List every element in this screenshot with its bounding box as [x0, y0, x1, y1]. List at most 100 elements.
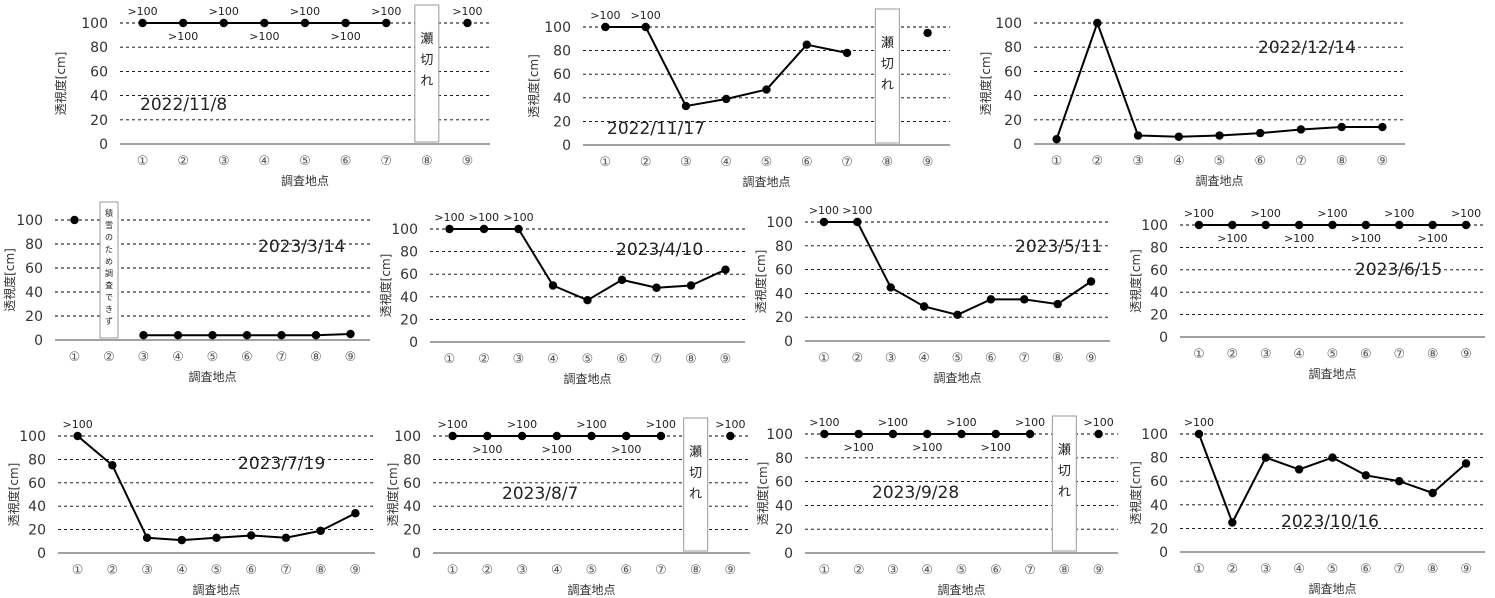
- y-tick-label: 20: [1150, 521, 1168, 537]
- x-tick-label: ⑤: [211, 563, 223, 578]
- x-tick-label: ⑨: [725, 563, 737, 578]
- data-point: [1461, 459, 1471, 468]
- x-tick-label: ⑤: [586, 563, 598, 578]
- x-tick-label: ⑦: [380, 154, 392, 169]
- y-tick-label: 60: [25, 261, 43, 277]
- x-tick-label: ①: [444, 352, 456, 367]
- y-tick-label: 0: [99, 137, 108, 153]
- data-point: [1020, 295, 1029, 304]
- data-point: [316, 526, 325, 535]
- data-label: >100: [1251, 207, 1281, 220]
- data-point: [721, 265, 730, 274]
- data-label: >100: [1451, 207, 1481, 220]
- y-tick-label: 60: [403, 476, 421, 492]
- data-point: [622, 431, 631, 441]
- x-tick-label: ①: [818, 351, 830, 366]
- y-tick-label: 0: [1159, 330, 1168, 346]
- y-tick-label: 20: [1004, 113, 1022, 129]
- note-text: き: [105, 305, 113, 314]
- y-axis-label: 透視度[cm]: [385, 463, 400, 527]
- y-axis-label: 透視度[cm]: [753, 250, 768, 314]
- y-axis-label: 透視度[cm]: [1128, 249, 1143, 313]
- note-text: 調: [105, 268, 113, 278]
- y-axis-label: 透視度[cm]: [53, 52, 68, 116]
- x-tick-label: ⑧: [690, 563, 702, 578]
- x-tick-label: ①: [819, 563, 831, 578]
- y-tick-label: 60: [1150, 474, 1168, 490]
- data-point: [1328, 453, 1337, 462]
- x-tick-label: ⑧: [685, 352, 697, 367]
- data-point: [1194, 429, 1204, 439]
- data-point: [311, 331, 321, 340]
- note-text: 瀬: [1058, 443, 1071, 458]
- data-point: [281, 533, 291, 542]
- chart-title: 2023/8/7: [502, 484, 578, 504]
- y-tick-label: 100: [394, 429, 421, 445]
- data-label: >100: [981, 441, 1011, 454]
- note-text: れ: [1058, 485, 1071, 500]
- y-axis-label: 透視度[cm]: [526, 54, 541, 118]
- data-point: [1428, 488, 1437, 498]
- x-tick-label: ⑧: [882, 155, 894, 170]
- data-label: >100: [371, 5, 401, 18]
- y-tick-label: 80: [400, 245, 418, 261]
- chart-panel: 0 20 40 60 80 100 ① ② ③ ④ ⑤ ⑥ ⑦ ⑧ ⑨ 調査地点 透視度[cm] 2023/7/1…: [6, 418, 375, 597]
- x-tick-label: ①: [600, 155, 612, 170]
- x-tick-label: ①: [1193, 562, 1205, 577]
- y-tick-label: 60: [1004, 64, 1022, 80]
- data-point: [1228, 220, 1237, 230]
- x-tick-label: ③: [138, 350, 150, 365]
- data-point: [1174, 132, 1183, 141]
- chart-panel: 0 20 40 60 80 100 ① ② ③ ④ ⑤ ⑥ ⑦ ⑧ ⑨ 調査地点 透視度[cm] 瀬切れ 2022/…: [53, 4, 490, 188]
- data-label: >100: [452, 5, 482, 18]
- x-tick-label: ①: [72, 563, 84, 578]
- x-tick-label: ⑦: [280, 563, 292, 578]
- data-point: [552, 431, 561, 441]
- x-tick-label: ②: [1227, 562, 1239, 577]
- data-point: [923, 429, 932, 439]
- x-tick-label: ⑦: [1024, 563, 1036, 578]
- y-tick-label: 60: [28, 476, 46, 492]
- data-label: >100: [842, 204, 872, 217]
- data-point: [986, 295, 996, 304]
- y-tick-label: 80: [775, 451, 793, 467]
- data-point: [1261, 220, 1270, 230]
- x-tick-label: ②: [482, 563, 494, 578]
- data-label: >100: [209, 5, 239, 18]
- data-label: >100: [469, 211, 499, 224]
- x-tick-label: ④: [918, 351, 930, 366]
- data-point: [138, 18, 147, 28]
- data-point: [583, 295, 592, 305]
- chart-title: 2023/9/28: [872, 483, 959, 503]
- data-point: [656, 431, 666, 441]
- data-point: [1428, 220, 1437, 230]
- x-tick-label: ⑦: [655, 563, 667, 578]
- data-point: [1133, 131, 1143, 140]
- data-point: [991, 429, 1000, 439]
- data-point: [177, 535, 186, 545]
- data-label: >100: [611, 443, 641, 456]
- x-tick-label: ①: [137, 154, 149, 169]
- data-point: [820, 429, 829, 439]
- y-tick-label: 60: [90, 64, 108, 80]
- x-tick-label: ②: [107, 563, 119, 578]
- x-tick-label: ②: [640, 155, 652, 170]
- y-tick-label: 80: [1150, 240, 1168, 256]
- data-point: [957, 429, 966, 439]
- x-tick-label: ⑥: [340, 154, 352, 169]
- x-tick-label: ③: [1132, 154, 1144, 169]
- data-point: [953, 310, 962, 320]
- data-point: [1215, 131, 1224, 140]
- y-tick-label: 100: [81, 16, 108, 32]
- x-tick-label: ⑨: [350, 563, 362, 578]
- y-tick-label: 40: [1150, 498, 1168, 514]
- data-point: [1053, 299, 1062, 309]
- y-tick-label: 20: [25, 309, 43, 325]
- x-tick-label: ②: [852, 351, 864, 366]
- chart-panel: 0 20 40 60 80 100 ① ② ③ ④ ⑤ ⑥ ⑦ ⑧ ⑨ 調査地点 透視度[cm] 2023/10/…: [1128, 416, 1485, 596]
- note-text: れ: [420, 74, 433, 89]
- x-tick-label: ④: [551, 563, 563, 578]
- x-tick-label: ⑥: [801, 155, 813, 170]
- data-point: [853, 217, 862, 227]
